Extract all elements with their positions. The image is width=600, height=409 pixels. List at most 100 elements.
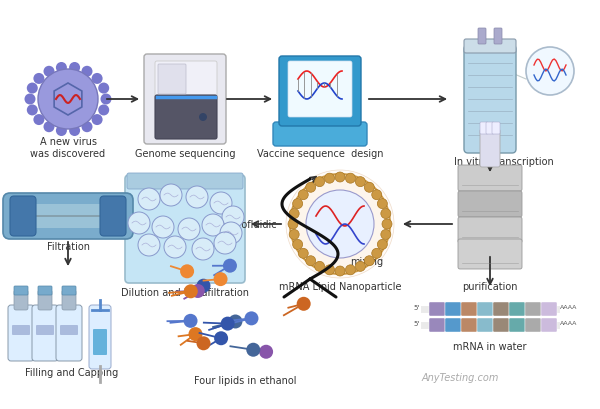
FancyBboxPatch shape (480, 123, 488, 135)
Circle shape (335, 173, 345, 182)
FancyBboxPatch shape (458, 218, 522, 243)
FancyBboxPatch shape (12, 325, 30, 335)
FancyBboxPatch shape (32, 305, 58, 361)
Circle shape (82, 122, 92, 133)
Text: AAAA: AAAA (560, 321, 577, 326)
Circle shape (305, 256, 316, 266)
Circle shape (92, 74, 103, 85)
Circle shape (355, 177, 365, 187)
Text: Genome sequencing: Genome sequencing (135, 148, 235, 159)
Circle shape (197, 337, 211, 351)
Circle shape (298, 249, 308, 258)
Circle shape (290, 175, 390, 274)
Circle shape (138, 234, 160, 256)
Circle shape (289, 230, 299, 240)
FancyBboxPatch shape (464, 40, 516, 54)
FancyBboxPatch shape (155, 96, 217, 139)
FancyBboxPatch shape (445, 302, 461, 316)
FancyBboxPatch shape (36, 325, 54, 335)
Circle shape (27, 105, 38, 116)
Circle shape (381, 209, 391, 219)
Circle shape (191, 284, 205, 298)
FancyBboxPatch shape (62, 290, 76, 310)
Circle shape (286, 171, 394, 278)
FancyBboxPatch shape (429, 318, 445, 332)
FancyBboxPatch shape (10, 196, 36, 236)
Circle shape (164, 236, 186, 258)
Circle shape (293, 199, 302, 209)
FancyBboxPatch shape (144, 55, 226, 145)
Circle shape (38, 70, 98, 130)
Circle shape (314, 262, 325, 272)
Circle shape (69, 63, 80, 74)
Text: Vaccine sequence  design: Vaccine sequence design (257, 148, 383, 159)
FancyBboxPatch shape (492, 123, 500, 135)
Circle shape (364, 256, 374, 266)
FancyBboxPatch shape (125, 175, 245, 283)
Circle shape (44, 67, 55, 78)
FancyBboxPatch shape (155, 62, 217, 98)
FancyBboxPatch shape (458, 166, 522, 191)
Text: 5': 5' (414, 320, 420, 326)
Text: AAAA: AAAA (560, 305, 577, 310)
Circle shape (377, 240, 388, 250)
FancyBboxPatch shape (493, 302, 509, 316)
FancyBboxPatch shape (429, 302, 445, 316)
Circle shape (101, 94, 112, 105)
FancyBboxPatch shape (14, 290, 28, 310)
Circle shape (259, 345, 273, 359)
FancyBboxPatch shape (38, 286, 52, 295)
Circle shape (372, 249, 382, 258)
Circle shape (288, 220, 298, 229)
Circle shape (382, 220, 392, 229)
Text: 5': 5' (414, 304, 420, 310)
Circle shape (82, 67, 92, 78)
FancyBboxPatch shape (461, 302, 477, 316)
Circle shape (214, 331, 228, 345)
Circle shape (43, 122, 55, 133)
Circle shape (306, 191, 374, 258)
FancyBboxPatch shape (279, 57, 361, 127)
Circle shape (210, 193, 232, 214)
FancyBboxPatch shape (38, 290, 52, 310)
FancyBboxPatch shape (158, 65, 186, 95)
Circle shape (346, 265, 355, 275)
FancyBboxPatch shape (493, 318, 509, 332)
Circle shape (69, 126, 80, 137)
Circle shape (220, 222, 242, 245)
Text: microfluidic: microfluidic (220, 220, 277, 229)
FancyBboxPatch shape (8, 305, 34, 361)
Text: purification: purification (462, 281, 518, 291)
FancyBboxPatch shape (525, 318, 541, 332)
FancyBboxPatch shape (541, 302, 557, 316)
Circle shape (199, 114, 207, 122)
Circle shape (184, 285, 198, 299)
Circle shape (293, 240, 302, 250)
Circle shape (27, 83, 38, 94)
FancyBboxPatch shape (127, 173, 243, 189)
Circle shape (25, 94, 35, 105)
Circle shape (184, 314, 197, 328)
Circle shape (98, 105, 109, 116)
Circle shape (355, 262, 365, 272)
Circle shape (92, 115, 103, 126)
Circle shape (214, 232, 236, 254)
Text: AnyTesting.com: AnyTesting.com (421, 372, 499, 382)
FancyBboxPatch shape (62, 286, 76, 295)
FancyBboxPatch shape (464, 46, 516, 154)
FancyBboxPatch shape (100, 196, 126, 236)
FancyBboxPatch shape (89, 305, 111, 369)
Text: mRNA Lipid Nanoparticle: mRNA Lipid Nanoparticle (279, 281, 401, 291)
Circle shape (346, 174, 355, 184)
Text: Filtration: Filtration (47, 241, 89, 252)
Circle shape (56, 126, 67, 137)
Circle shape (196, 279, 211, 293)
Circle shape (192, 238, 214, 261)
Circle shape (221, 317, 235, 331)
FancyBboxPatch shape (477, 318, 493, 332)
Circle shape (314, 177, 325, 187)
Circle shape (188, 327, 202, 341)
Circle shape (98, 83, 109, 94)
Circle shape (364, 183, 374, 193)
Circle shape (526, 48, 574, 96)
